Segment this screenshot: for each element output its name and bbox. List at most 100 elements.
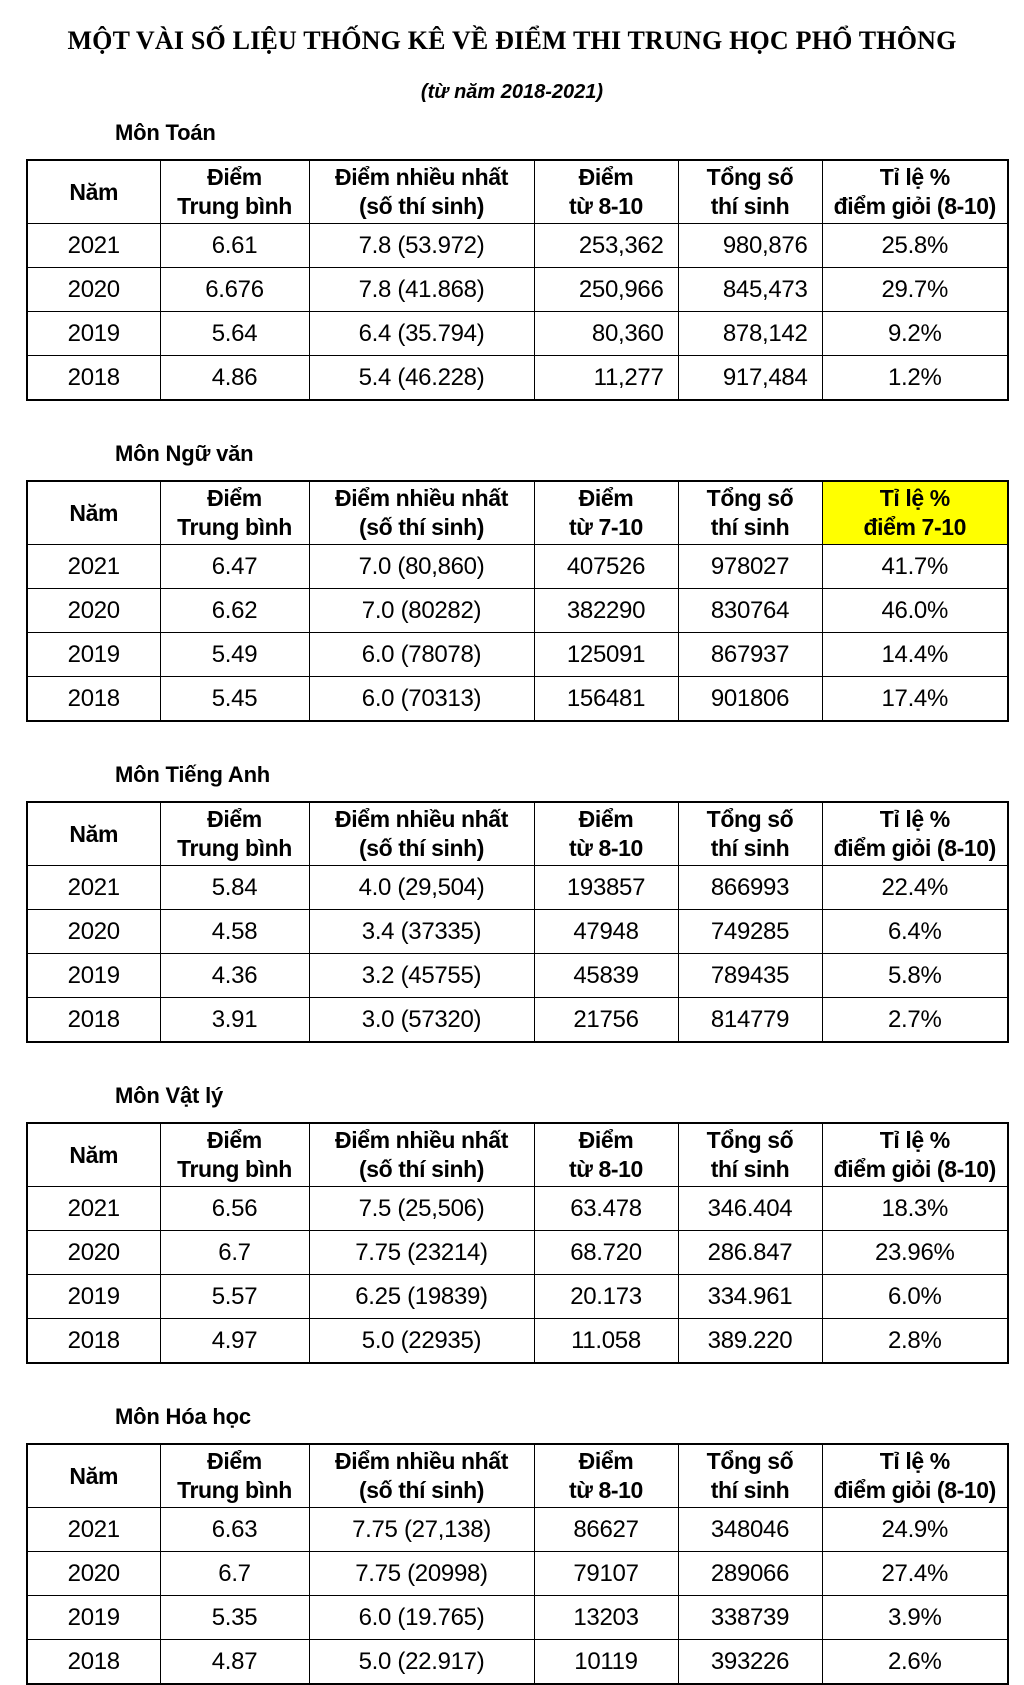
subject-section: Môn Hóa học Năm Điểm Trung bình Điểm nhiều n…: [26, 1404, 1009, 1685]
value-cell: 46.0%: [821, 588, 1009, 633]
column-header: Điểm từ 8-10: [533, 1443, 679, 1508]
column-header: Tỉ lệ % điểm giỏi (8-10): [821, 1443, 1009, 1508]
column-header-line: Điểm: [207, 1127, 262, 1153]
scores-table: Năm Điểm Trung bình Điểm nhiều nhất (số thí …: [26, 159, 1009, 401]
column-header-line: Trung bình: [177, 1477, 292, 1503]
table-row: 2019 5.35 6.0 (19.765) 13203 338739 3.9%: [26, 1595, 1009, 1640]
year-cell: 2021: [26, 865, 161, 910]
value-cell: 13203: [533, 1595, 679, 1640]
column-header-line: Điểm: [578, 485, 634, 511]
value-cell: 9.2%: [821, 311, 1009, 356]
column-header: Điểm Trung bình: [159, 1122, 310, 1187]
column-header-line: Điểm nhiều nhất: [335, 1127, 508, 1153]
column-header-line: thí sinh: [710, 193, 790, 219]
table-row: 2019 5.49 6.0 (78078) 125091 867937 14.4%: [26, 632, 1009, 677]
value-cell: 7.5 (25,506): [308, 1186, 535, 1231]
column-header-line: Trung bình: [177, 514, 292, 540]
value-cell: 45839: [533, 953, 679, 998]
value-cell: 6.676: [159, 267, 310, 312]
value-cell: 11.058: [533, 1318, 679, 1364]
value-cell: 125091: [533, 632, 679, 677]
value-cell: 7.75 (23214): [308, 1230, 535, 1275]
value-cell: 63.478: [533, 1186, 679, 1231]
page-subtitle: (từ năm 2018-2021): [420, 81, 604, 103]
value-cell: 389.220: [677, 1318, 823, 1364]
value-cell: 22.4%: [821, 865, 1009, 910]
value-cell: 830764: [677, 588, 823, 633]
scores-table: Năm Điểm Trung bình Điểm nhiều nhất (số thí …: [26, 480, 1009, 722]
column-header-line: Năm: [69, 178, 119, 205]
column-header: Tổng số thí sinh: [677, 801, 823, 866]
column-header-line: Tỉ lệ %: [879, 806, 950, 832]
value-cell: 980,876: [677, 223, 823, 268]
column-header-line: thí sinh: [710, 835, 790, 861]
value-cell: 29.7%: [821, 267, 1009, 312]
value-cell: 7.75 (27,138): [308, 1507, 535, 1552]
table-row: 2020 6.62 7.0 (80282) 382290 830764 46.0%: [26, 588, 1009, 633]
column-header-line: Điểm: [578, 164, 634, 190]
value-cell: 20.173: [533, 1274, 679, 1319]
value-cell: 289066: [677, 1551, 823, 1596]
value-cell: 5.57: [159, 1274, 310, 1319]
header-row: Năm Điểm Trung bình Điểm nhiều nhất (số thí …: [26, 1443, 1009, 1508]
value-cell: 348046: [677, 1507, 823, 1552]
value-cell: 749285: [677, 909, 823, 954]
column-header-line: Điểm nhiều nhất: [335, 1448, 508, 1474]
value-cell: 24.9%: [821, 1507, 1009, 1552]
value-cell: 80,360: [533, 311, 679, 356]
column-header: Năm: [26, 801, 161, 866]
year-cell: 2020: [26, 1551, 161, 1596]
column-header: Điểm nhiều nhất (số thí sinh): [308, 159, 535, 224]
value-cell: 253,362: [533, 223, 679, 268]
value-cell: 6.25 (19839): [308, 1274, 535, 1319]
value-cell: 6.56: [159, 1186, 310, 1231]
year-cell: 2021: [26, 544, 161, 589]
column-header-line: Tổng số: [706, 806, 794, 832]
column-header: Năm: [26, 159, 161, 224]
column-header: Tỉ lệ % điểm giỏi (8-10): [821, 801, 1009, 866]
value-cell: 5.84: [159, 865, 310, 910]
value-cell: 789435: [677, 953, 823, 998]
column-header: Điểm nhiều nhất (số thí sinh): [308, 1443, 535, 1508]
section-heading: Môn Vật lý: [115, 1083, 224, 1108]
value-cell: 17.4%: [821, 676, 1009, 722]
value-cell: 6.62: [159, 588, 310, 633]
column-header: Điểm từ 8-10: [533, 801, 679, 866]
column-header: Điểm từ 8-10: [533, 1122, 679, 1187]
value-cell: 14.4%: [821, 632, 1009, 677]
year-cell: 2020: [26, 909, 161, 954]
column-header-line: Tổng số: [706, 1127, 794, 1153]
subject-section: Môn Toán Năm Điểm Trung bình Điểm nhiều nhất…: [26, 120, 1009, 401]
table-row: 2018 4.87 5.0 (22.917) 10119 393226 2.6%: [26, 1639, 1009, 1685]
value-cell: 5.0 (22935): [308, 1318, 535, 1364]
column-header-line: Tỉ lệ %: [879, 485, 950, 511]
column-header: Điểm từ 7-10: [533, 480, 679, 545]
column-header-line: Điểm nhiều nhất: [335, 164, 508, 190]
column-header-line: (số thí sinh): [358, 193, 485, 219]
value-cell: 3.9%: [821, 1595, 1009, 1640]
column-header-line: điểm 7-10: [863, 514, 966, 540]
tables-container: Môn Toán Năm Điểm Trung bình Điểm nhiều nhất…: [0, 120, 1024, 1685]
column-header: Năm: [26, 1443, 161, 1508]
column-header-line: điểm giỏi (8-10): [833, 1477, 997, 1503]
year-cell: 2020: [26, 267, 161, 312]
table-row: 2020 4.58 3.4 (37335) 47948 749285 6.4%: [26, 909, 1009, 954]
value-cell: 866993: [677, 865, 823, 910]
value-cell: 3.4 (37335): [308, 909, 535, 954]
header-row: Năm Điểm Trung bình Điểm nhiều nhất (số thí …: [26, 1122, 1009, 1187]
column-header: Điểm nhiều nhất (số thí sinh): [308, 480, 535, 545]
year-cell: 2021: [26, 1507, 161, 1552]
value-cell: 5.49: [159, 632, 310, 677]
value-cell: 6.4%: [821, 909, 1009, 954]
value-cell: 2.6%: [821, 1639, 1009, 1685]
column-header-line: Điểm: [207, 1448, 262, 1474]
column-header-line: từ 7-10: [569, 514, 643, 540]
column-header-line: điểm giỏi (8-10): [833, 1156, 997, 1182]
value-cell: 7.0 (80282): [308, 588, 535, 633]
value-cell: 10119: [533, 1639, 679, 1685]
column-header: Điểm từ 8-10: [533, 159, 679, 224]
table-row: 2019 5.64 6.4 (35.794) 80,360 878,142 9.2%: [26, 311, 1009, 356]
value-cell: 79107: [533, 1551, 679, 1596]
year-cell: 2021: [26, 223, 161, 268]
scores-table: Năm Điểm Trung bình Điểm nhiều nhất (số thí …: [26, 1443, 1009, 1685]
